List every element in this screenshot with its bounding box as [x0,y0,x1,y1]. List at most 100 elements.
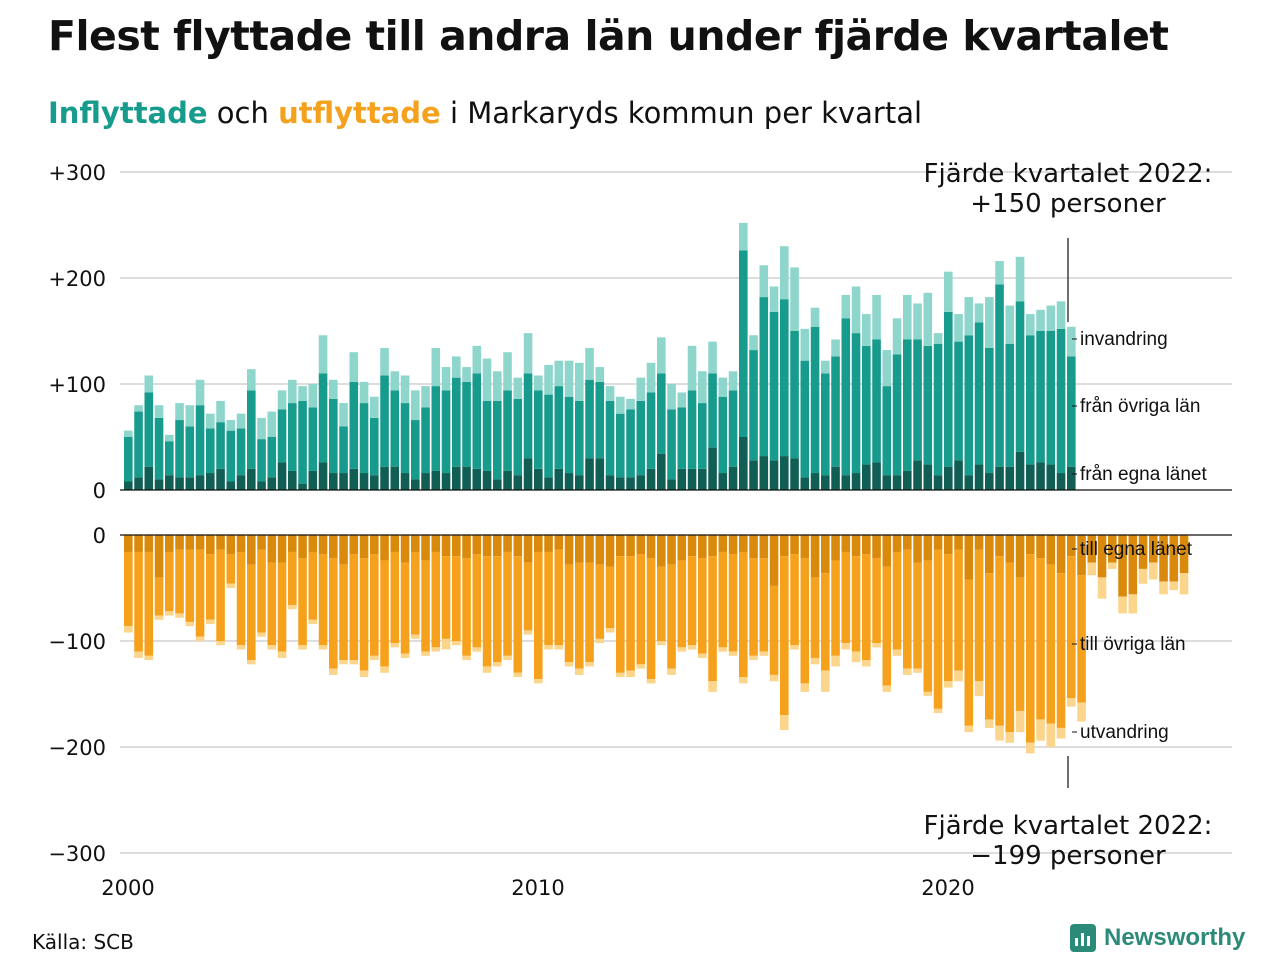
subtitle-outflow-word: utflyttade [278,96,441,130]
outflow-bar-1 [923,535,933,561]
outflow-bar-3 [790,645,799,650]
outflow-bar-3 [923,691,933,697]
outflow-bar-1 [1149,535,1158,563]
outflow-bar-1 [318,535,328,555]
inflow-bar-3 [575,362,584,401]
outflow-bar-3 [677,647,687,652]
outflow-bar-3 [175,613,184,618]
outflow-bar-1 [482,535,492,557]
inflow-bar-3 [400,375,410,404]
outflow-bar-3 [831,655,840,667]
inflow-bar-2 [1036,331,1045,463]
outflow-bar-2 [749,558,758,656]
inflow-bar-2 [575,400,584,476]
outflow-bar-1 [277,535,287,563]
inflow-bar-3 [431,347,441,387]
inflow-bar-1 [800,477,810,490]
inflow-bar-2 [226,430,236,482]
outflow-bar-1 [472,535,482,555]
chart-title: Flest flyttade till andra län under fjär… [48,12,1169,60]
outflow-bar-3 [1005,732,1015,743]
outflow-bar-2 [882,566,892,686]
outflow-bar-3 [667,668,676,675]
inflow-bar-1 [708,447,717,490]
inflow-bar-3 [954,314,963,342]
outflow-bar-3 [329,668,338,675]
outflow-bar-3 [267,645,277,650]
outflow-bar-3 [605,628,615,633]
outflow-bar-3 [892,649,902,656]
inflow-bar-1 [462,466,471,490]
outflow-bar-3 [708,681,717,692]
outflow-bar-1 [780,535,789,557]
inflow-bar-3 [329,379,338,399]
inflow-bar-3 [903,294,912,340]
inflow-bar-2 [646,392,656,469]
outflow-bar-3 [247,660,256,665]
inflow-bar-3 [421,386,430,408]
inflow-bar-2 [482,400,492,471]
inflow-bar-2 [913,339,922,461]
subtitle-inflow-word: Inflyttade [48,96,208,130]
inflow-bar-3 [298,386,307,401]
inflow-bar-3 [185,405,195,427]
inflow-bar-2 [974,322,984,465]
outflow-bar-1 [349,535,359,555]
outflow-bar-2 [513,556,523,673]
inflow-bar-1 [308,470,318,490]
inflow-bar-3 [841,294,851,319]
outflow-bar-2 [728,554,738,652]
outflow-bar-1 [298,535,307,559]
inflow-bar-1 [718,473,728,490]
inflow-bar-3 [462,367,471,382]
outflow-bar-3 [441,638,451,650]
inflow-bar-3 [667,384,676,410]
inflow-bar-1 [154,479,164,490]
inflow-bar-3 [923,292,933,346]
outflow-bar-3 [165,611,174,616]
outflow-bar-1 [1138,535,1148,569]
inflow-bar-3 [964,297,974,336]
outflow-bar-2 [913,562,922,669]
outflow-bar-1 [1067,535,1076,557]
inflow-bar-2 [657,373,666,454]
outflow-bar-2 [206,554,215,620]
inflow-bar-2 [277,409,287,463]
inflow-bar-1 [841,475,851,490]
inflow-bar-2 [370,417,379,476]
outflow-bar-3 [1026,742,1035,754]
outflow-bar-3 [534,679,543,684]
inflow-bar-3 [851,286,861,334]
outflow-bar-2 [800,558,810,684]
outflow-bar-1 [1056,535,1066,574]
inflow-bar-3 [544,364,553,395]
inflow-bar-2 [513,398,523,476]
inflow-bar-1 [277,462,287,490]
outflow-bar-3 [493,662,502,667]
outflow-bar-1 [441,535,451,557]
inflow-bar-1 [165,475,174,490]
outflow-bar-2 [769,585,779,675]
outflow-bar-3 [1138,568,1148,584]
inflow-bar-2 [780,299,789,457]
inflow-bar-3 [800,328,810,361]
inflow-bar-3 [810,307,820,327]
outflow-bar-1 [359,535,369,559]
inflow-bar-3 [718,377,728,397]
outflow-bar-2 [185,549,195,622]
inflow-bar-2 [677,407,687,469]
inflow-bar-2 [431,386,441,471]
inflow-bar-2 [124,437,133,482]
inflow-bar-1 [646,468,656,490]
outflow-bar-1 [1026,535,1035,555]
outflow-bar-2 [687,556,697,646]
outflow-bar-2 [216,549,225,641]
inflow-bar-3 [790,267,799,331]
outflow-bar-1 [585,535,594,563]
inflow-bar-2 [728,390,738,467]
outflow-bar-2 [923,560,933,692]
inflow-bar-3 [257,417,266,440]
outflow-bar-3 [933,708,943,714]
outflow-bar-1 [452,535,461,557]
inflow-bar-2 [452,377,461,467]
